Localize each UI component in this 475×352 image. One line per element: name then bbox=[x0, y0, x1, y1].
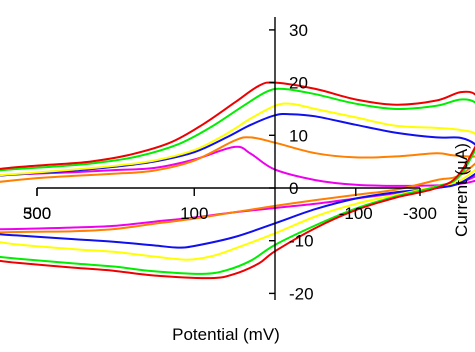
x-tick-label: 100 bbox=[180, 204, 208, 223]
x-tick-label: -300 bbox=[403, 204, 437, 223]
y-tick-label: -10 bbox=[289, 232, 314, 251]
series-3-reverse-line bbox=[0, 112, 475, 177]
y-ticks: -20 -10 0 10 20 30 bbox=[269, 21, 314, 303]
y-tick-label: 0 bbox=[289, 179, 298, 198]
series-6-reverse-line bbox=[0, 81, 475, 170]
y-axis-title: Current (µA) bbox=[452, 143, 471, 237]
series-5-forward-line bbox=[0, 148, 475, 275]
y-tick-label: 30 bbox=[289, 21, 308, 40]
x-tick-label: 500 bbox=[23, 204, 51, 223]
y-tick-label: 20 bbox=[289, 74, 308, 93]
series-1-reverse-line bbox=[0, 145, 475, 187]
x-tick-label: -100 bbox=[339, 204, 373, 223]
series-2-forward-line bbox=[0, 162, 475, 234]
x-axis-title: Potential (mV) bbox=[172, 325, 280, 344]
series-2-reverse-line bbox=[0, 136, 475, 183]
series-layer bbox=[0, 81, 475, 280]
y-tick-label: 10 bbox=[289, 126, 308, 145]
y-tick-label: -20 bbox=[289, 284, 314, 303]
series-6-forward-line bbox=[0, 145, 475, 280]
x-tick-label: 300 bbox=[23, 204, 51, 223]
series-4-reverse-line bbox=[0, 102, 475, 177]
series-5-reverse-line bbox=[0, 87, 475, 172]
